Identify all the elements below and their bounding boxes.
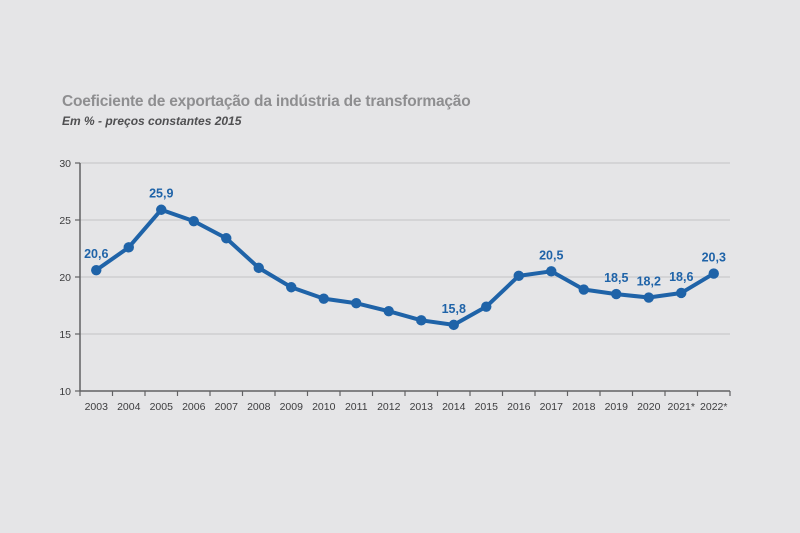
x-tick-label: 2003	[85, 401, 109, 413]
data-point-label: 25,9	[149, 187, 173, 201]
x-tick-label: 2012	[377, 401, 401, 413]
data-point	[253, 262, 264, 274]
data-point-label: 18,5	[604, 271, 628, 285]
x-tick-label: 2022*	[700, 401, 727, 413]
chart-header: Coeficiente de exportação da indústria d…	[62, 93, 471, 128]
data-point	[221, 233, 232, 244]
x-tick-label: 2015	[475, 401, 499, 413]
data-point	[416, 315, 427, 326]
data-point	[156, 204, 167, 215]
x-tick-label: 2017	[540, 401, 564, 413]
x-tick-label: 2007	[215, 401, 239, 413]
x-tick-label: 2021*	[668, 401, 695, 413]
data-point-label: 20,5	[539, 248, 563, 262]
data-point-label: 18,6	[669, 270, 693, 284]
y-tick-label: 25	[59, 215, 71, 227]
x-tick-label: 2016	[507, 401, 531, 413]
data-point	[123, 242, 134, 253]
data-point	[383, 306, 394, 317]
data-point	[188, 215, 199, 227]
data-point	[546, 266, 557, 277]
data-point-label: 15,8	[442, 302, 466, 316]
data-point	[318, 293, 329, 304]
chart-title: Coeficiente de exportação da indústria d…	[62, 93, 471, 110]
chart-subtitle: Em % - preços constantes 2015	[62, 114, 242, 128]
x-tick-label: 2010	[312, 401, 336, 413]
x-tick-label: 2004	[117, 401, 141, 413]
y-tick-label: 10	[59, 386, 71, 398]
data-point	[286, 282, 297, 293]
data-point	[481, 301, 492, 312]
x-tick-label: 2020	[637, 401, 661, 413]
data-point	[643, 292, 654, 303]
x-tick-label: 2018	[572, 401, 596, 413]
data-line	[94, 207, 716, 327]
x-tick-label: 2009	[280, 401, 304, 413]
x-tick-label: 2013	[410, 401, 434, 413]
data-point	[676, 287, 687, 299]
data-point	[513, 270, 524, 282]
x-tick-label: 2006	[182, 401, 206, 413]
x-tick-label: 2008	[247, 401, 271, 413]
y-tick-label: 20	[59, 272, 71, 284]
y-tick-label: 30	[59, 158, 71, 170]
data-point	[708, 268, 719, 279]
x-tick-label: 2005	[150, 401, 174, 413]
y-tick-label: 15	[59, 329, 71, 341]
x-tick-label: 2011	[345, 401, 368, 413]
x-tick-label: 2019	[605, 401, 629, 413]
data-point	[351, 298, 362, 309]
data-point	[578, 284, 589, 295]
data-point	[91, 264, 102, 276]
data-point-label: 18,2	[637, 275, 661, 289]
data-point-label: 20,3	[702, 251, 726, 265]
data-point	[448, 319, 459, 331]
data-point-label: 20,6	[84, 247, 108, 261]
x-tick-label: 2014	[442, 401, 466, 413]
data-point	[611, 288, 622, 300]
